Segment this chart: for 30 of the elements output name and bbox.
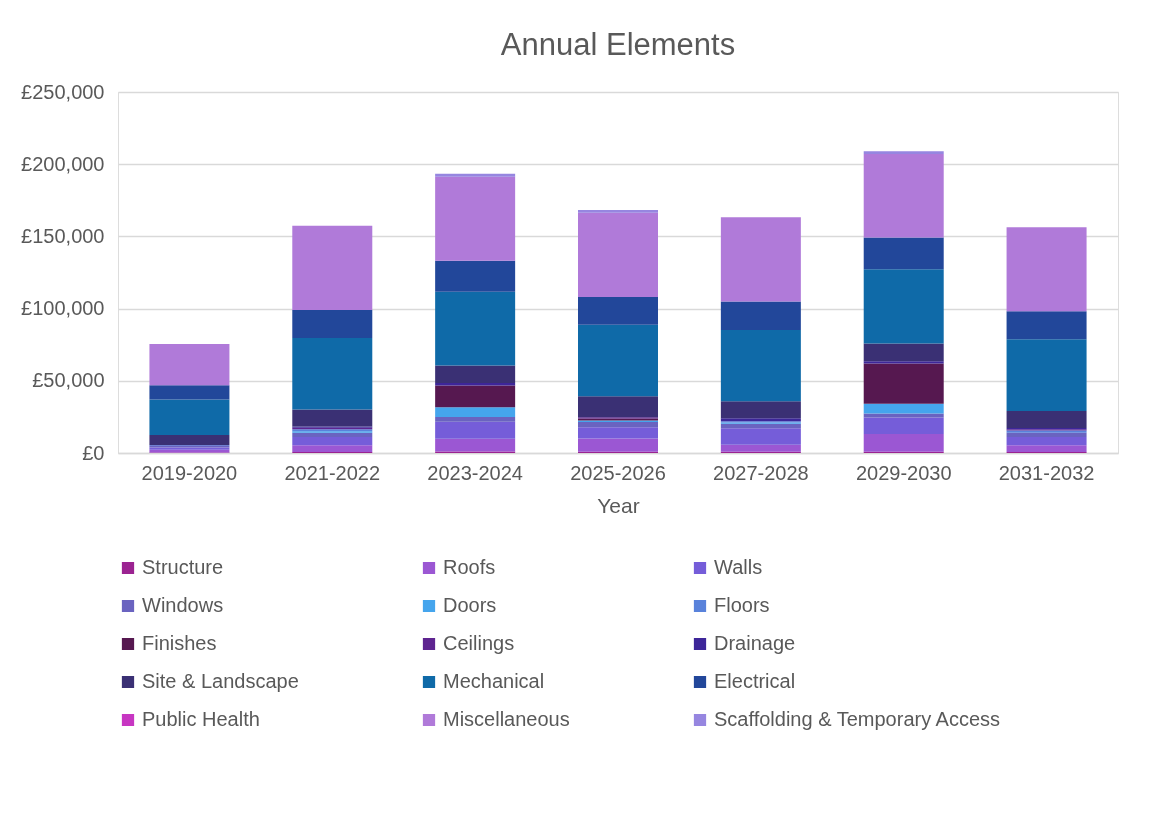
- y-tick-label: £0: [82, 441, 105, 464]
- x-tick-label: 2019-2020: [141, 461, 238, 484]
- legend-label: Mechanical: [443, 670, 545, 692]
- x-tick-label: 2027-2028: [713, 461, 809, 484]
- legend-label: Doors: [443, 594, 497, 616]
- legend-label: Walls: [714, 556, 763, 578]
- legend-label: Ceilings: [443, 632, 515, 654]
- y-tick-label: £250,000: [21, 80, 105, 103]
- y-tick-label: £50,000: [32, 369, 105, 392]
- x-tick-label: 2029-2030: [855, 461, 952, 484]
- x-tick-label: 2023-2024: [427, 461, 523, 484]
- x-tick-label: 2025-2026: [570, 461, 666, 484]
- y-tick-label: £200,000: [21, 152, 105, 175]
- x-tick-label: 2021-2022: [284, 461, 381, 484]
- chart-title: Annual Elements: [500, 27, 736, 62]
- legend-label: Structure: [142, 556, 224, 578]
- y-tick-label: £150,000: [21, 224, 105, 247]
- legend-label: Miscellaneous: [443, 708, 570, 730]
- legend-label: Roofs: [443, 556, 496, 578]
- legend-label: Site & Landscape: [142, 670, 299, 692]
- legend-label: Floors: [714, 594, 770, 616]
- legend-label: Scaffolding & Temporary Access: [714, 708, 1001, 730]
- legend-label: Finishes: [142, 632, 217, 654]
- legend-label: Electrical: [714, 670, 796, 692]
- legend-label: Drainage: [714, 632, 796, 654]
- legend-label: Public Health: [142, 708, 260, 730]
- legend-label: Windows: [142, 594, 224, 616]
- x-tick-label: 2031-2032: [998, 461, 1095, 484]
- x-axis-title: Year: [597, 493, 640, 517]
- y-tick-label: £100,000: [21, 297, 105, 320]
